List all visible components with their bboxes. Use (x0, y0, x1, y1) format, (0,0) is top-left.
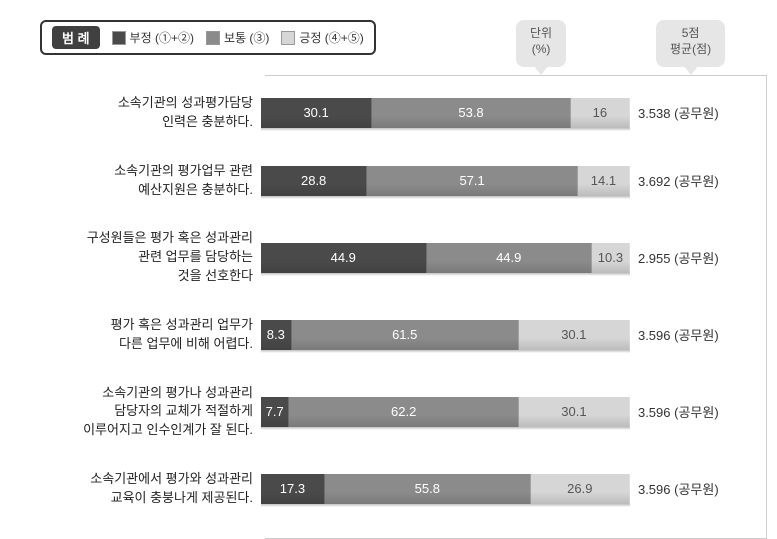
bar-shadow (261, 504, 630, 507)
row-label: 평가 혹은 성과관리 업무가 다른 업무에 비해 어렵다. (10, 316, 261, 354)
legend-label-pos: 긍정 (④+⑤) (299, 29, 363, 46)
bar-segment-pos: 16 (571, 98, 630, 128)
bar-segment-value: 17.3 (280, 481, 305, 496)
bar-segment-neg: 8.3 (261, 320, 292, 350)
bar-segment-value: 30.1 (561, 404, 586, 419)
row-label: 소속기관의 평가업무 관련 예산지원은 충분하다. (10, 162, 261, 200)
bar-segment-value: 53.8 (458, 105, 483, 120)
bar-shadow (261, 350, 630, 353)
bar-segment-value: 14.1 (591, 173, 616, 188)
chart-row: 소속기관에서 평가와 성과관리 교육이 충붕나게 제공된다. 17.3 55.8 26… (10, 470, 758, 508)
bar-segment-neg: 28.8 (261, 166, 367, 196)
chart-row: 평가 혹은 성과관리 업무가 다른 업무에 비해 어렵다. 8.3 61.5 30.1… (10, 316, 758, 354)
row-avg: 3.596 (638, 482, 671, 497)
bar-segment-neg: 44.9 (261, 243, 426, 273)
row-label: 소속기관의 평가나 성과관리 담당자의 교체가 적절하게 이루어지고 인수인계가… (10, 384, 261, 441)
bar-segment-neu: 61.5 (292, 320, 519, 350)
header-badge-avg-text: 5점 평균(점) (670, 26, 711, 57)
legend-item-neg: 부정 (①+②) (112, 29, 194, 46)
bar-segment-pos: 14.1 (578, 166, 630, 196)
bar-segment-value: 30.1 (561, 327, 586, 342)
bar-segment-value: 44.9 (331, 250, 356, 265)
bar-segment-value: 55.8 (415, 481, 440, 496)
legend-box: 범 례 부정 (①+②) 보통 (③) 긍정 (④+⑤) (40, 20, 376, 55)
bar-segment-value: 10.3 (598, 250, 623, 265)
header-badge-unit: 단위 (%) (516, 20, 566, 67)
bar-segment-pos: 30.1 (519, 320, 630, 350)
bar-shadow (261, 273, 630, 276)
bar-segment-value: 62.2 (391, 404, 416, 419)
header-badge-unit-text: 단위 (%) (530, 26, 552, 57)
chart-frame: 소속기관의 성과평가담당 인력은 충분하다.30.153.8163.538 (공… (265, 75, 767, 539)
legend-item-neu: 보통 (③) (206, 29, 269, 46)
row-meta: 3.692 (공무원) (630, 171, 758, 190)
bar: 17.3 55.8 26.9 (261, 474, 630, 504)
legend-item-pos: 긍정 (④+⑤) (281, 29, 363, 46)
header-badge-avg: 5점 평균(점) (656, 20, 725, 67)
legend-title: 범 례 (52, 26, 100, 49)
row-meta: 2.955 (공무원) (630, 248, 758, 267)
bar-segment-value: 30.1 (303, 105, 328, 120)
bar: 7.7 62.2 30.1 (261, 397, 630, 427)
bar-segment-pos: 26.9 (531, 474, 630, 504)
row-group: (공무원) (671, 251, 719, 266)
row-avg: 3.538 (638, 106, 671, 121)
bar-segment-value: 61.5 (392, 327, 417, 342)
bar-segment-value: 44.9 (496, 250, 521, 265)
legend-swatch-neu (206, 31, 220, 45)
bar-segment-value: 26.9 (567, 481, 592, 496)
chart-row: 구성원들은 평가 혹은 성과관리 관련 업무를 담당하는 것을 선호한다44.9… (10, 229, 758, 286)
legend-label-neg: 부정 (①+②) (130, 29, 194, 46)
chart-row: 소속기관의 평가나 성과관리 담당자의 교체가 적절하게 이루어지고 인수인계가… (10, 384, 758, 441)
bar-segment-pos: 30.1 (519, 397, 630, 427)
row-avg: 3.596 (638, 328, 671, 343)
row-meta: 3.596 (공무원) (630, 325, 758, 344)
row-label: 구성원들은 평가 혹은 성과관리 관련 업무를 담당하는 것을 선호한다 (10, 229, 261, 286)
bar-segment-neu: 57.1 (367, 166, 578, 196)
row-group: (공무원) (671, 405, 719, 420)
row-label: 소속기관에서 평가와 성과관리 교육이 충붕나게 제공된다. (10, 470, 261, 508)
row-meta: 3.596 (공무원) (630, 479, 758, 498)
bar-shadow (261, 196, 630, 199)
bar-shadow (261, 427, 630, 430)
bar-segment-neu: 53.8 (372, 98, 571, 128)
bar: 28.8 57.1 14.1 (261, 166, 630, 196)
bar-segment-neg: 7.7 (261, 397, 289, 427)
bar-segment-value: 16 (593, 105, 607, 120)
bar-segment-neg: 17.3 (261, 474, 325, 504)
bar: 8.3 61.5 30.1 (261, 320, 630, 350)
row-meta: 3.596 (공무원) (630, 402, 758, 421)
bar-segment-value: 28.8 (301, 173, 326, 188)
bar-shadow (261, 128, 630, 131)
legend-swatch-pos (281, 31, 295, 45)
bar-segment-value: 7.7 (266, 404, 284, 419)
bar-segment-neg: 30.1 (261, 98, 372, 128)
row-avg: 3.692 (638, 174, 671, 189)
legend-swatch-neg (112, 31, 126, 45)
row-group: (공무원) (671, 328, 719, 343)
legend-label-neu: 보통 (③) (224, 29, 269, 46)
row-label: 소속기관의 성과평가담당 인력은 충분하다. (10, 94, 261, 132)
row-meta: 3.538 (공무원) (630, 103, 758, 122)
header-row: 범 례 부정 (①+②) 보통 (③) 긍정 (④+⑤) 단위 (%) 5점 평… (10, 20, 767, 55)
row-group: (공무원) (671, 174, 719, 189)
chart-area: 소속기관의 성과평가담당 인력은 충분하다. 30.1 53.8 16 3.538 (공… (10, 94, 758, 508)
row-avg: 2.955 (638, 251, 671, 266)
bar: 30.1 53.8 16 (261, 98, 630, 128)
bar-segment-pos: 10.3 (592, 243, 630, 273)
chart-row: 소속기관의 성과평가담당 인력은 충분하다. 30.1 53.8 16 3.538 (공… (10, 94, 758, 132)
chart-row: 소속기관의 평가업무 관련 예산지원은 충분하다. 28.8 57.1 14.1 3.6… (10, 162, 758, 200)
row-group: (공무원) (671, 106, 719, 121)
bar: 44.9 44.9 10.3 (261, 243, 630, 273)
bar-segment-neu: 44.9 (427, 243, 592, 273)
bar-segment-value: 8.3 (267, 327, 285, 342)
bar-segment-neu: 55.8 (325, 474, 531, 504)
row-group: (공무원) (671, 482, 719, 497)
bar-segment-neu: 62.2 (289, 397, 518, 427)
bar-segment-value: 57.1 (459, 173, 484, 188)
row-avg: 3.596 (638, 405, 671, 420)
